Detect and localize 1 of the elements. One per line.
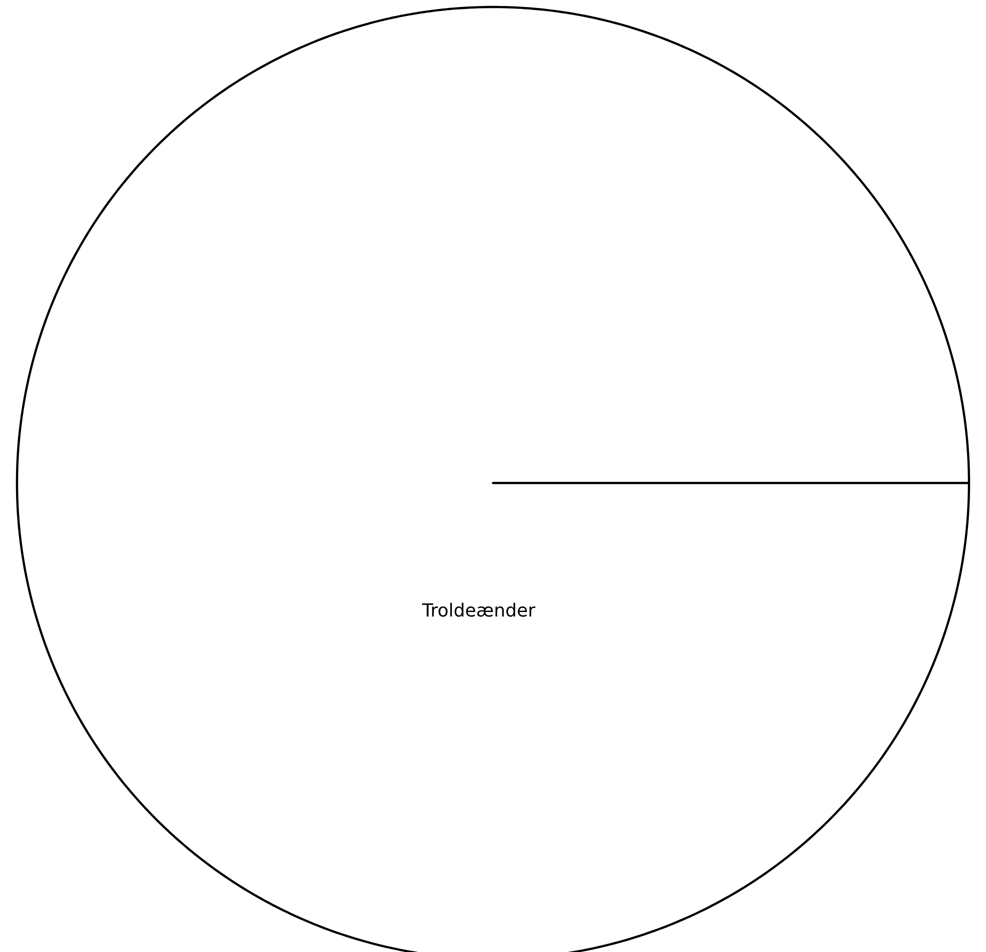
slice-label: Troldeænder (422, 602, 536, 617)
